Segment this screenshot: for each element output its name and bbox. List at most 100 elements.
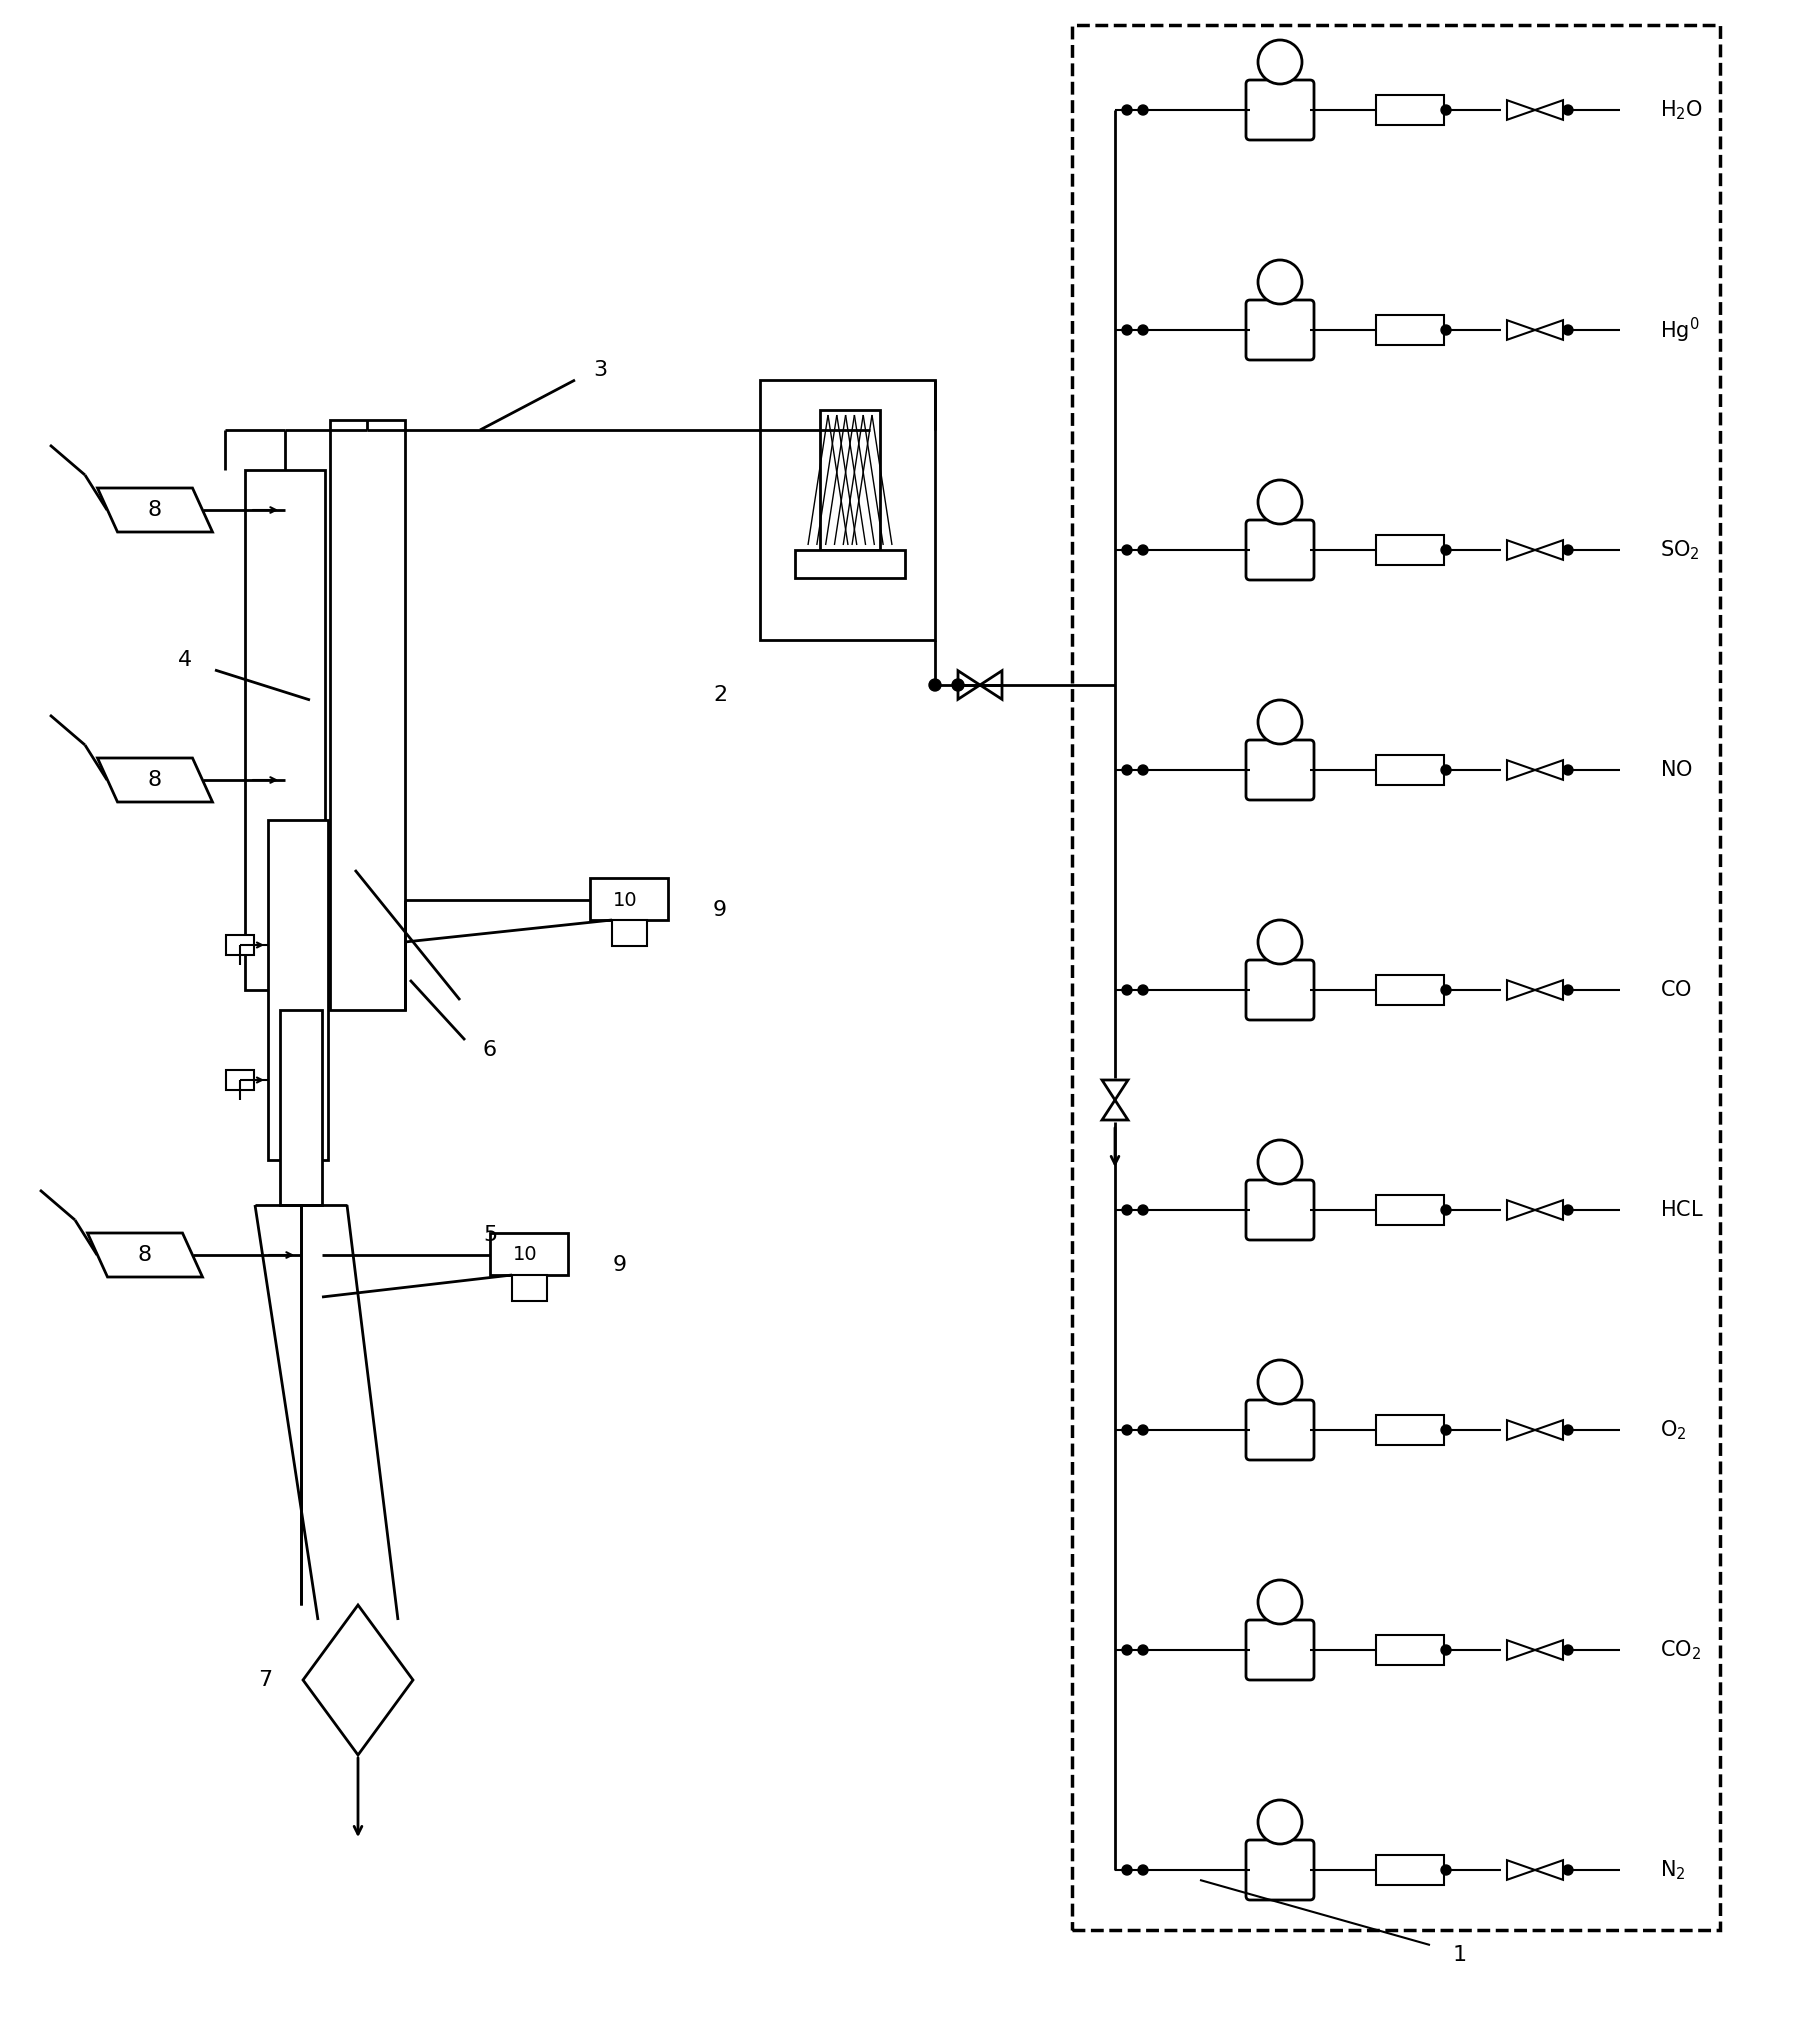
Polygon shape xyxy=(1507,540,1534,560)
Polygon shape xyxy=(1507,1641,1534,1659)
Circle shape xyxy=(1123,1424,1132,1434)
Circle shape xyxy=(1440,1206,1451,1216)
FancyBboxPatch shape xyxy=(1245,81,1314,140)
Bar xyxy=(1072,24,1720,1930)
Polygon shape xyxy=(1534,540,1563,560)
Text: $\mathregular{N_2}$: $\mathregular{N_2}$ xyxy=(1661,1859,1686,1881)
Bar xyxy=(330,421,404,1009)
Circle shape xyxy=(1137,1206,1148,1216)
Circle shape xyxy=(1137,765,1148,775)
Circle shape xyxy=(1258,700,1301,744)
Circle shape xyxy=(1137,985,1148,995)
Bar xyxy=(794,550,904,579)
Polygon shape xyxy=(97,488,213,532)
Polygon shape xyxy=(303,1604,413,1756)
Bar xyxy=(760,380,935,639)
Bar xyxy=(1375,1855,1444,1885)
Circle shape xyxy=(1563,1645,1572,1655)
FancyBboxPatch shape xyxy=(1245,740,1314,799)
Circle shape xyxy=(1440,1865,1451,1875)
Text: 2: 2 xyxy=(713,686,727,704)
Circle shape xyxy=(1123,1645,1132,1655)
Circle shape xyxy=(1440,326,1451,336)
FancyBboxPatch shape xyxy=(1245,1841,1314,1900)
Text: 9: 9 xyxy=(614,1254,626,1274)
Circle shape xyxy=(1258,1141,1301,1183)
Circle shape xyxy=(1123,1865,1132,1875)
Bar xyxy=(1375,95,1444,125)
FancyBboxPatch shape xyxy=(1245,961,1314,1020)
Bar xyxy=(1375,1414,1444,1444)
Text: 7: 7 xyxy=(258,1671,273,1689)
Circle shape xyxy=(1440,105,1451,115)
Text: 10: 10 xyxy=(612,890,637,910)
Polygon shape xyxy=(1507,1200,1534,1220)
Text: $\mathregular{HCL}$: $\mathregular{HCL}$ xyxy=(1661,1200,1704,1220)
Polygon shape xyxy=(87,1232,202,1277)
Text: $\mathregular{CO_2}$: $\mathregular{CO_2}$ xyxy=(1661,1639,1700,1661)
FancyBboxPatch shape xyxy=(1245,1179,1314,1240)
Circle shape xyxy=(1440,1645,1451,1655)
Bar xyxy=(267,819,329,1159)
Text: 8: 8 xyxy=(148,500,162,520)
Circle shape xyxy=(1123,544,1132,554)
Text: 3: 3 xyxy=(592,360,606,380)
Circle shape xyxy=(1563,326,1572,336)
Text: 1: 1 xyxy=(1453,1944,1467,1964)
Circle shape xyxy=(1563,1865,1572,1875)
Circle shape xyxy=(1563,544,1572,554)
Circle shape xyxy=(1258,479,1301,524)
Bar xyxy=(245,469,325,989)
Circle shape xyxy=(1563,105,1572,115)
Circle shape xyxy=(1563,1424,1572,1434)
Text: 5: 5 xyxy=(484,1226,496,1244)
Bar xyxy=(612,920,646,947)
Circle shape xyxy=(1440,765,1451,775)
Bar xyxy=(819,411,881,550)
Circle shape xyxy=(1137,326,1148,336)
Circle shape xyxy=(1563,1206,1572,1216)
Polygon shape xyxy=(1534,1420,1563,1440)
Bar xyxy=(489,1232,569,1274)
Text: 10: 10 xyxy=(513,1246,538,1264)
Polygon shape xyxy=(1103,1080,1128,1101)
Polygon shape xyxy=(1534,981,1563,999)
Text: 9: 9 xyxy=(713,900,727,920)
Polygon shape xyxy=(1507,1420,1534,1440)
Text: $\mathregular{H_2O}$: $\mathregular{H_2O}$ xyxy=(1661,99,1704,121)
Circle shape xyxy=(1440,1424,1451,1434)
Circle shape xyxy=(1123,985,1132,995)
Circle shape xyxy=(951,680,964,692)
Circle shape xyxy=(930,680,940,692)
Polygon shape xyxy=(1507,761,1534,779)
Circle shape xyxy=(1258,1800,1301,1845)
Polygon shape xyxy=(1507,320,1534,340)
FancyBboxPatch shape xyxy=(1245,299,1314,360)
Circle shape xyxy=(1123,105,1132,115)
Text: 4: 4 xyxy=(179,649,191,670)
Bar xyxy=(1375,1635,1444,1665)
FancyBboxPatch shape xyxy=(1245,1400,1314,1461)
Text: $\mathregular{O_2}$: $\mathregular{O_2}$ xyxy=(1661,1418,1686,1442)
FancyBboxPatch shape xyxy=(1245,1620,1314,1679)
Bar xyxy=(226,935,255,955)
Circle shape xyxy=(1137,1865,1148,1875)
Circle shape xyxy=(1258,1580,1301,1624)
Bar xyxy=(1375,1196,1444,1226)
Circle shape xyxy=(1563,985,1572,995)
Text: 8: 8 xyxy=(148,771,162,791)
Circle shape xyxy=(1123,1206,1132,1216)
Polygon shape xyxy=(958,672,980,700)
Polygon shape xyxy=(980,672,1002,700)
Text: 8: 8 xyxy=(137,1244,152,1264)
Polygon shape xyxy=(1534,1200,1563,1220)
Text: $\mathregular{SO_2}$: $\mathregular{SO_2}$ xyxy=(1661,538,1700,562)
Circle shape xyxy=(1440,985,1451,995)
Bar xyxy=(1375,975,1444,1005)
Circle shape xyxy=(1258,1359,1301,1404)
Circle shape xyxy=(1258,40,1301,85)
Bar xyxy=(280,1009,321,1206)
Text: $\mathregular{Hg^0}$: $\mathregular{Hg^0}$ xyxy=(1661,316,1700,344)
Bar xyxy=(1375,316,1444,346)
Polygon shape xyxy=(1534,761,1563,779)
